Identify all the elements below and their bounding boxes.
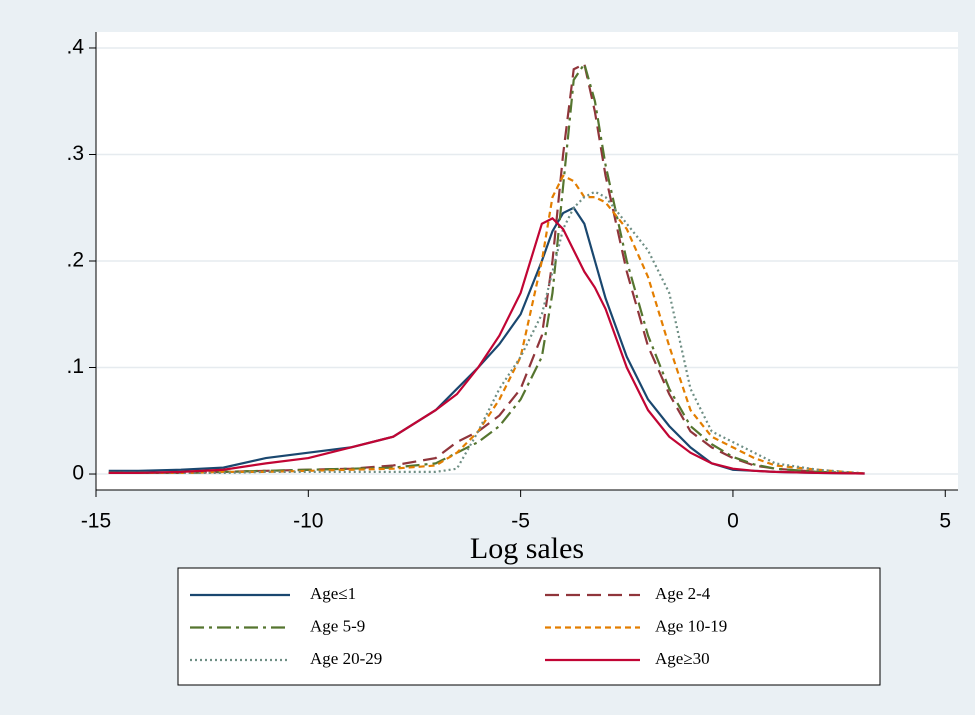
- x-tick-label: 5: [939, 510, 951, 533]
- x-tick-label: -10: [293, 510, 323, 533]
- y-tick-label: .1: [66, 355, 84, 378]
- legend-label: Age≤1: [310, 584, 356, 603]
- y-tick-label: .4: [66, 36, 84, 59]
- legend-label: Age≥30: [655, 649, 710, 668]
- x-tick-label: -15: [81, 510, 111, 533]
- legend-label: Age 2-4: [655, 584, 711, 603]
- legend-label: Age 10-19: [655, 616, 727, 635]
- y-tick-label: .3: [66, 142, 84, 165]
- series-line: [108, 217, 865, 475]
- x-axis-label: Log sales: [470, 532, 584, 565]
- y-tick-label: 0: [72, 462, 84, 485]
- series-line: [108, 174, 865, 475]
- x-tick-label: -5: [511, 510, 530, 533]
- y-tick-label: .2: [66, 249, 84, 272]
- legend-label: Age 5-9: [310, 616, 365, 635]
- x-tick-label: 0: [727, 510, 739, 533]
- series-line: [108, 190, 865, 475]
- legend-box: [177, 567, 881, 686]
- legend-label: Age 20-29: [310, 649, 382, 668]
